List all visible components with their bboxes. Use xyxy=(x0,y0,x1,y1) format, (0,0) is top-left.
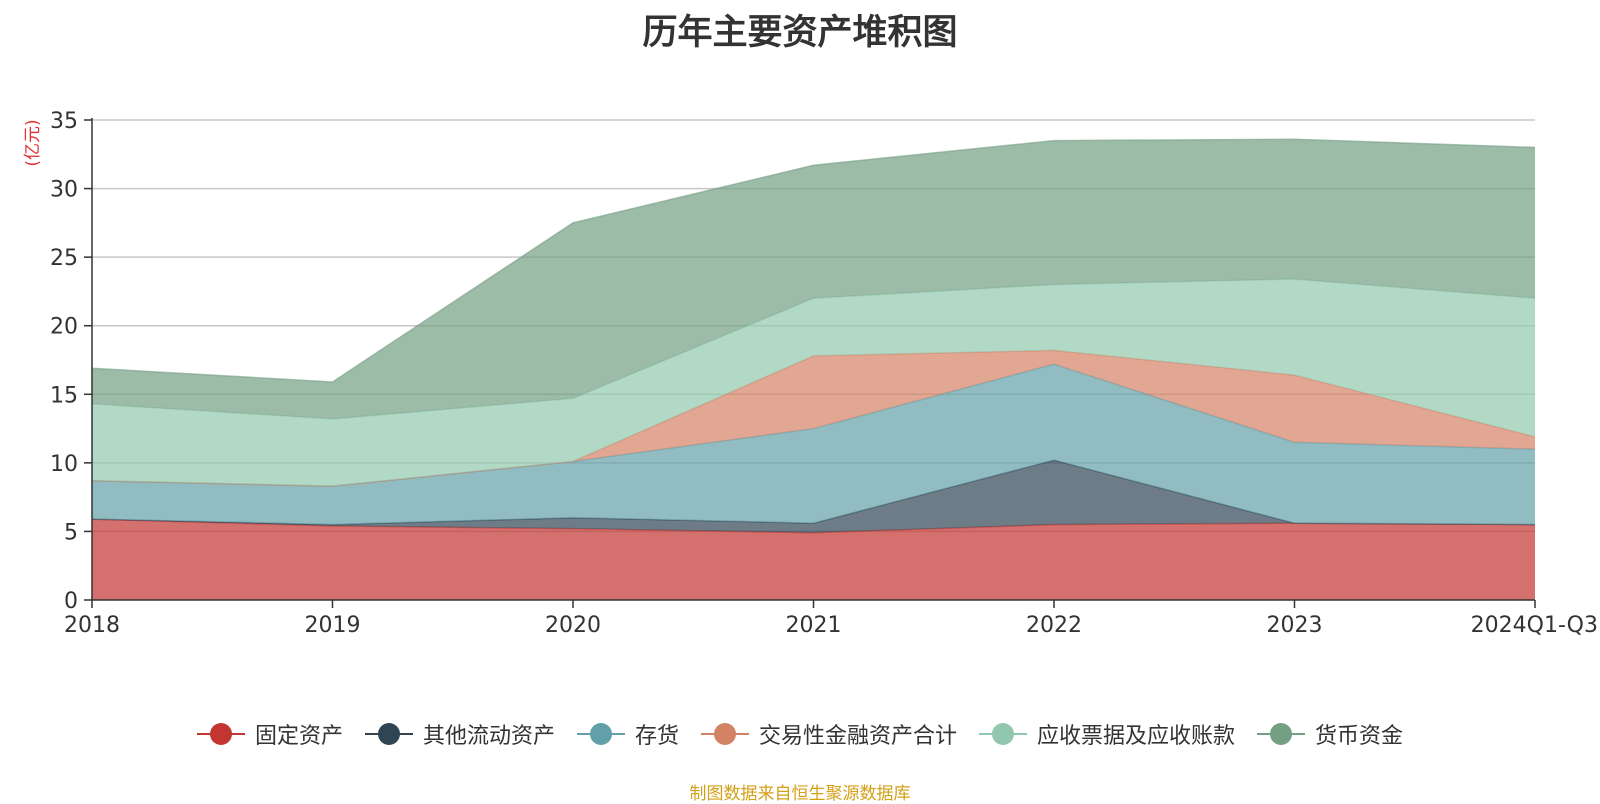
legend: 固定资产 其他流动资产 存货 交易性金融资产合计 应收票据及应收账款 货币资金 xyxy=(0,718,1600,750)
x-tick-label: 2018 xyxy=(64,613,120,638)
area-货币资金 xyxy=(92,139,1535,419)
legend-marker-icon xyxy=(364,722,413,746)
area-应收票据及应收账款 xyxy=(92,279,1535,487)
x-tick-label: 2021 xyxy=(786,613,842,638)
legend-marker-icon xyxy=(196,722,245,746)
legend-label: 交易性金融资产合计 xyxy=(759,724,958,749)
x-tick-label: 2020 xyxy=(545,613,601,638)
legend-item[interactable]: 应收票据及应收账款 xyxy=(979,718,1235,750)
axes: 0 5 10 15 20 25 30 35 2018 2019 2020 2021 2022 2023 20… xyxy=(50,109,1598,638)
area-固定资产 xyxy=(92,519,1535,600)
legend-item[interactable]: 固定资产 xyxy=(196,718,343,750)
area-其他流动资产 xyxy=(92,460,1535,533)
chart-title: 历年主要资产堆积图 xyxy=(642,13,958,53)
area-交易性金融资产合计 xyxy=(92,350,1535,487)
legend-marker-dot xyxy=(209,723,232,745)
area-存货 xyxy=(92,364,1535,525)
legend-marker-dot xyxy=(1270,723,1293,745)
x-tick-label: 2022 xyxy=(1026,613,1082,638)
legend-label: 固定资产 xyxy=(254,724,343,749)
legend-item[interactable]: 货币资金 xyxy=(1257,718,1403,750)
legend-item[interactable]: 存货 xyxy=(576,718,679,750)
y-tick-label: 20 xyxy=(50,315,78,340)
legend-marker-dot xyxy=(992,723,1015,745)
x-tick-label: 2024Q1-Q3 xyxy=(1471,613,1598,638)
y-tick-label: 10 xyxy=(50,452,78,477)
legend-item[interactable]: 其他流动资产 xyxy=(364,718,555,750)
area-edge-货币资金 xyxy=(91,138,1536,383)
area-series-group xyxy=(91,138,1536,600)
legend-marker-icon xyxy=(576,722,625,746)
legend-marker-dot xyxy=(589,723,612,745)
y-tick-label: 0 xyxy=(64,589,78,614)
y-tick-label: 5 xyxy=(64,520,78,545)
legend-item[interactable]: 交易性金融资产合计 xyxy=(701,718,957,750)
legend-label: 存货 xyxy=(634,724,679,749)
legend-marker-icon xyxy=(979,722,1028,746)
x-tick-label: 2023 xyxy=(1267,613,1323,638)
legend-label: 其他流动资产 xyxy=(422,724,555,749)
y-tick-label: 35 xyxy=(50,109,78,134)
legend-marker-dot xyxy=(714,723,736,745)
y-tick-label: 25 xyxy=(50,246,78,271)
y-tick-label: 30 xyxy=(50,178,78,203)
source-note: 制图数据来自恒生聚源数据库 xyxy=(689,784,911,804)
y-tick-label: 15 xyxy=(50,383,78,408)
y-axis-unit-label: (亿元) xyxy=(23,119,43,166)
legend-marker-icon xyxy=(1257,722,1306,746)
legend-marker-icon xyxy=(701,722,749,746)
x-tick-label: 2019 xyxy=(305,613,361,638)
legend-label: 货币资金 xyxy=(1315,724,1404,749)
legend-label: 应收票据及应收账款 xyxy=(1037,724,1236,749)
legend-marker-dot xyxy=(377,723,400,745)
